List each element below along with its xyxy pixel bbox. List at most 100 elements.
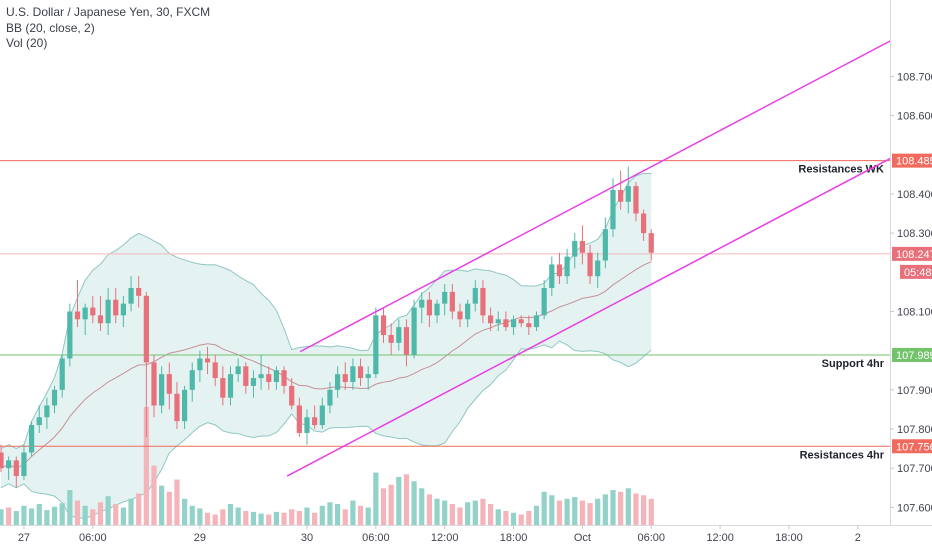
candle-body xyxy=(610,190,616,230)
y-tick-label: 108.300 xyxy=(897,228,932,240)
x-tick-label: 06:00 xyxy=(637,532,665,544)
candle-body xyxy=(465,303,471,320)
candle-body xyxy=(174,393,180,422)
countdown-text: 05:48 xyxy=(904,267,932,279)
volume-bar xyxy=(143,407,149,525)
volume-bar xyxy=(449,504,455,525)
candle-body xyxy=(36,417,42,426)
volume-bar xyxy=(312,512,318,525)
candle-body xyxy=(67,311,73,359)
volume-bar xyxy=(151,465,157,525)
legend-vol[interactable]: Vol (20) xyxy=(6,36,48,50)
volume-bar xyxy=(579,500,585,525)
candle-body xyxy=(220,378,226,398)
candle-body xyxy=(495,319,501,324)
y-tick-label: 108.400 xyxy=(897,189,932,201)
candle-body xyxy=(13,460,19,477)
volume-bar xyxy=(533,505,540,525)
volume-bar xyxy=(419,488,425,525)
volume-bar xyxy=(289,509,295,525)
legend-bb[interactable]: BB (20, close, 2) xyxy=(6,20,95,35)
volume-bar xyxy=(74,500,81,525)
candle-body xyxy=(281,370,287,386)
y-tick-label: 108.600 xyxy=(897,111,932,123)
volume-bar xyxy=(189,505,195,525)
volume-bar xyxy=(82,505,88,525)
candle-body xyxy=(411,307,417,355)
level-label: Resistances 4hr xyxy=(800,449,885,461)
volume-bar xyxy=(396,476,402,525)
volume-bar xyxy=(549,495,555,525)
y-tick-label: 107.700 xyxy=(897,463,932,475)
candle-body xyxy=(518,319,524,324)
volume-bar xyxy=(44,510,50,525)
volume-bar xyxy=(227,504,234,525)
candle-body xyxy=(365,374,371,379)
candle-body xyxy=(403,327,410,355)
x-tick-label: 12:00 xyxy=(706,532,734,544)
price-tag-text: 108.485 xyxy=(896,156,932,168)
x-tick-label: Oct xyxy=(574,532,591,544)
price-tag xyxy=(892,153,932,168)
candle-body xyxy=(533,315,540,328)
candle-body xyxy=(273,370,279,382)
volume-bar xyxy=(220,509,226,525)
candle-body xyxy=(556,264,563,277)
trend-channel[interactable] xyxy=(286,14,932,477)
horizontal-levels: Resistances WK Support 4hr Resistances 4hr xyxy=(0,160,890,461)
price-tags: 108.485 107.989 107.756 108.247 05:48 xyxy=(892,153,932,454)
candle-body xyxy=(426,299,432,316)
candle-body xyxy=(327,389,333,406)
candle-body xyxy=(6,460,12,469)
volume-bar xyxy=(556,500,563,525)
volume-bar xyxy=(488,504,494,525)
price-tag xyxy=(892,246,932,261)
candle-body xyxy=(105,299,111,324)
y-tick-label: 107.800 xyxy=(897,424,932,436)
volume-bar xyxy=(258,513,264,525)
candle-body xyxy=(472,287,478,304)
volume-bar xyxy=(564,498,570,525)
channel-lower-line xyxy=(286,157,890,477)
channel-upper-line xyxy=(299,40,890,353)
volume-bar xyxy=(472,500,478,525)
candle-body xyxy=(151,362,157,406)
candle-body xyxy=(335,374,341,390)
legend-symbol[interactable]: U.S. Dollar / Japanese Yen, 30, FXCM xyxy=(6,5,211,19)
candle-body xyxy=(21,452,27,477)
x-tick-label: 18:00 xyxy=(775,532,803,544)
price-tag-text: 107.989 xyxy=(896,350,932,362)
volume-bar xyxy=(373,472,379,525)
candle-body xyxy=(197,358,203,371)
y-tick-label: 107.600 xyxy=(897,502,932,514)
candle-body xyxy=(97,315,104,324)
candle-body xyxy=(136,287,142,296)
x-tick-label: 12:00 xyxy=(431,532,459,544)
volume-bar xyxy=(641,495,647,525)
candle-body xyxy=(0,452,4,469)
candle-body xyxy=(442,291,448,304)
candle-body xyxy=(434,303,440,316)
volume-bar xyxy=(572,497,578,525)
candle-body xyxy=(44,405,50,418)
x-tick-label: 06:00 xyxy=(79,532,107,544)
volume-bar xyxy=(342,509,348,525)
volume-bar xyxy=(465,502,471,525)
volume-bar xyxy=(618,491,624,525)
volume-bar xyxy=(197,508,203,525)
volume-bar xyxy=(174,479,180,525)
candle-body xyxy=(549,264,555,288)
candle-body xyxy=(74,311,81,320)
candle-body xyxy=(380,315,387,335)
volume-bar xyxy=(442,500,448,525)
candle-body xyxy=(128,287,134,304)
volume-bar xyxy=(90,509,96,525)
volume-bars xyxy=(0,407,654,525)
candle-body xyxy=(120,303,126,316)
price-tag xyxy=(892,347,932,362)
x-tick-label: 2 xyxy=(855,532,861,544)
candle-body xyxy=(250,378,257,386)
volume-bar xyxy=(59,503,65,525)
candle-body xyxy=(312,417,318,426)
